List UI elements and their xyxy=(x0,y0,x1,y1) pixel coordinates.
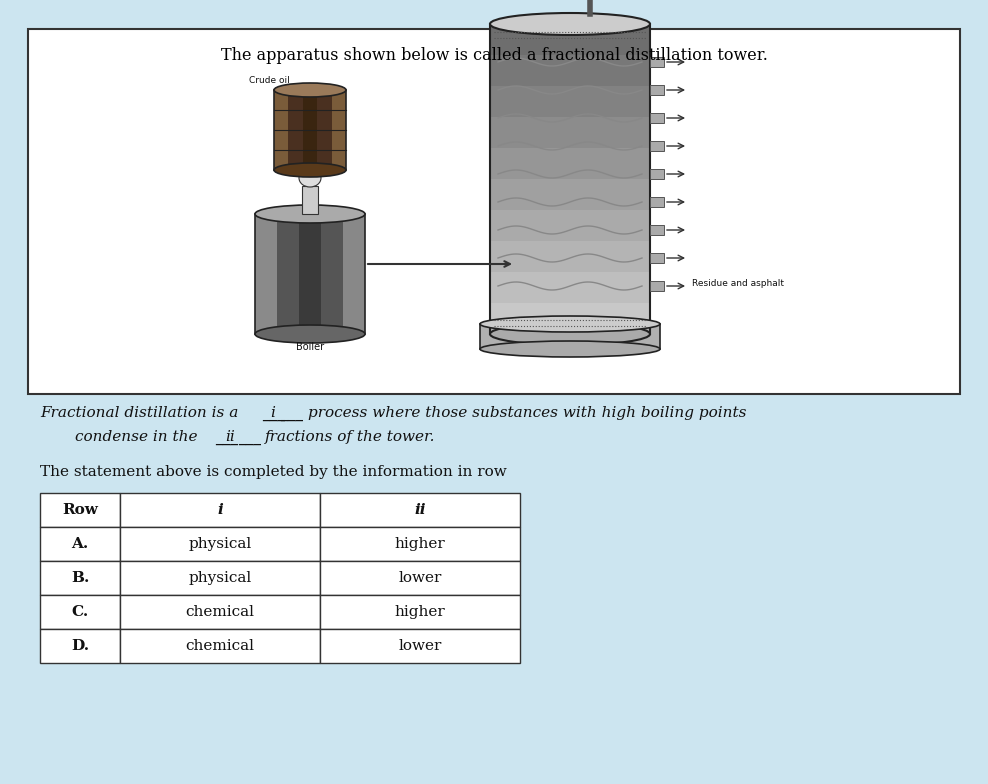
Bar xyxy=(490,24,650,55)
Bar xyxy=(320,493,520,527)
Bar xyxy=(650,113,664,123)
Bar xyxy=(490,117,650,148)
Ellipse shape xyxy=(255,205,365,223)
Text: fractions of the tower.: fractions of the tower. xyxy=(265,430,436,444)
Bar xyxy=(490,55,650,86)
Text: higher: higher xyxy=(394,605,446,619)
Bar xyxy=(490,241,650,272)
Text: condense in the: condense in the xyxy=(75,430,198,444)
Ellipse shape xyxy=(255,325,365,343)
Text: Fractional distillation is a: Fractional distillation is a xyxy=(40,406,238,420)
Text: i: i xyxy=(217,503,223,517)
Bar xyxy=(343,214,365,334)
Bar xyxy=(320,595,520,629)
Bar xyxy=(490,148,650,179)
Text: ___: ___ xyxy=(280,406,303,421)
Bar xyxy=(302,90,317,170)
Bar xyxy=(490,303,650,334)
Text: physical: physical xyxy=(189,571,252,585)
Text: ___: ___ xyxy=(238,430,261,445)
Bar xyxy=(320,527,520,561)
Text: Crude oil: Crude oil xyxy=(249,76,289,85)
Text: A.: A. xyxy=(71,537,89,551)
Bar xyxy=(650,57,664,67)
Bar xyxy=(274,90,346,170)
Text: chemical: chemical xyxy=(186,639,255,653)
Ellipse shape xyxy=(480,316,660,332)
Bar xyxy=(321,214,343,334)
Text: D.: D. xyxy=(71,639,89,653)
Text: C.: C. xyxy=(71,605,89,619)
Text: lower: lower xyxy=(398,639,442,653)
Bar xyxy=(480,324,660,349)
Text: The statement above is completed by the information in row: The statement above is completed by the … xyxy=(40,465,507,479)
Text: Residue and asphalt: Residue and asphalt xyxy=(692,278,784,288)
Bar xyxy=(40,527,120,561)
Bar xyxy=(490,210,650,241)
Text: ___: ___ xyxy=(262,406,285,421)
Bar xyxy=(28,29,960,394)
Bar xyxy=(40,561,120,595)
Bar xyxy=(299,214,321,334)
Bar xyxy=(255,214,365,334)
Ellipse shape xyxy=(490,13,650,35)
Bar xyxy=(650,281,664,291)
Ellipse shape xyxy=(480,341,660,357)
Ellipse shape xyxy=(299,169,321,187)
Bar xyxy=(490,86,650,117)
Text: Row: Row xyxy=(62,503,98,517)
Bar xyxy=(650,85,664,95)
Bar xyxy=(120,493,320,527)
Text: physical: physical xyxy=(189,537,252,551)
Bar xyxy=(490,179,650,210)
Bar xyxy=(274,90,288,170)
Text: The apparatus shown below is called a fractional distillation tower.: The apparatus shown below is called a fr… xyxy=(220,47,768,64)
Bar xyxy=(320,561,520,595)
Text: chemical: chemical xyxy=(186,605,255,619)
Bar xyxy=(650,169,664,179)
Bar xyxy=(120,629,320,663)
Bar xyxy=(277,214,299,334)
Text: ___: ___ xyxy=(215,430,238,445)
Text: ii: ii xyxy=(225,430,235,444)
Bar xyxy=(490,272,650,303)
Bar xyxy=(650,225,664,235)
Bar xyxy=(255,214,277,334)
Text: Boiler: Boiler xyxy=(296,342,324,352)
Text: higher: higher xyxy=(394,537,446,551)
Bar xyxy=(332,90,346,170)
Bar xyxy=(320,629,520,663)
Bar xyxy=(650,141,664,151)
Bar xyxy=(120,561,320,595)
Text: B.: B. xyxy=(71,571,89,585)
Bar xyxy=(120,527,320,561)
Bar xyxy=(288,90,302,170)
Ellipse shape xyxy=(274,83,346,97)
Text: ii: ii xyxy=(414,503,426,517)
Bar xyxy=(302,186,318,214)
Bar xyxy=(120,595,320,629)
Bar xyxy=(650,253,664,263)
Bar xyxy=(40,629,120,663)
Bar xyxy=(40,595,120,629)
Text: i: i xyxy=(270,406,275,420)
Bar xyxy=(317,90,332,170)
Ellipse shape xyxy=(490,323,650,345)
Bar xyxy=(650,197,664,207)
Text: process where those substances with high boiling points: process where those substances with high… xyxy=(308,406,747,420)
Text: lower: lower xyxy=(398,571,442,585)
Bar xyxy=(490,24,650,334)
Bar xyxy=(40,493,120,527)
Ellipse shape xyxy=(274,163,346,177)
